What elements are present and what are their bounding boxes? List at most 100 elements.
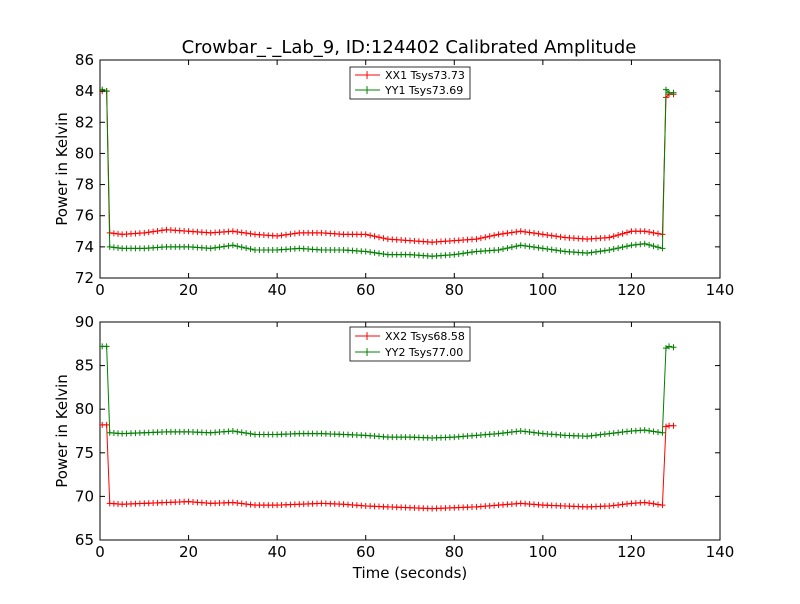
xtick-label: 120 (617, 543, 646, 561)
ytick-label: 80 (75, 400, 94, 418)
xlabel-bottom: Time (seconds) (352, 564, 468, 582)
series-point-bottom-1 (593, 432, 599, 439)
series-point-top-0 (615, 232, 622, 239)
series-point-top-1 (624, 243, 630, 250)
subplot-bottom: 0 20 40 60 80 100 120 140 65 70 75 80 85 90 Power in … (53, 313, 734, 582)
series-point-bottom-1 (624, 428, 630, 435)
series-point-top-1 (229, 242, 236, 249)
ylabel-top: Power in Kelvin (53, 112, 71, 226)
ytick-label: 65 (75, 531, 94, 549)
series-point-top-1 (588, 249, 595, 256)
series-point-top-1 (659, 245, 666, 252)
series-point-top-1 (238, 244, 245, 251)
series-point-top-1 (380, 251, 387, 258)
series-point-top-0 (495, 231, 502, 238)
series-point-top-0 (491, 232, 498, 239)
series-point-top-1 (376, 250, 382, 257)
series-point-top-0 (553, 233, 560, 240)
series-point-bottom-1 (103, 343, 110, 350)
series-point-top-1 (212, 244, 219, 251)
series-point-top-1 (207, 245, 214, 252)
series-point-top-0 (624, 229, 630, 236)
series-point-top-0 (526, 229, 533, 236)
series-point-top-0 (535, 230, 542, 237)
series-point-top-1 (225, 242, 232, 249)
series-point-top-1 (522, 242, 529, 249)
series-point-top-0 (531, 230, 537, 237)
series-point-bottom-1 (234, 428, 241, 435)
series-point-top-1 (247, 246, 254, 253)
xtick-label: 80 (445, 281, 464, 299)
series-point-bottom-0 (229, 499, 236, 506)
legend-marker-xx2: + (362, 329, 372, 343)
series-point-top-1 (662, 86, 669, 93)
series-group-bottom (99, 343, 677, 512)
ticks-bottom: 0 20 40 60 80 100 120 140 65 70 75 80 85 90 (75, 313, 734, 561)
series-point-top-0 (243, 230, 250, 237)
ytick-label: 70 (75, 487, 94, 505)
legend-label-yy1: YY1 Tsys73.69 (384, 84, 463, 97)
series-point-top-0 (376, 234, 382, 241)
series-point-bottom-1 (610, 430, 617, 437)
series-point-bottom-0 (650, 500, 657, 507)
series-point-top-0 (115, 230, 122, 237)
series-point-bottom-0 (619, 501, 626, 508)
series-point-top-0 (513, 228, 520, 235)
series-point-top-0 (473, 236, 480, 243)
series-point-top-1 (619, 244, 626, 251)
xtick-label: 0 (95, 281, 105, 299)
series-point-top-0 (145, 229, 152, 236)
series-point-top-0 (619, 230, 626, 237)
series-point-top-1 (615, 245, 622, 252)
series-point-top-1 (455, 251, 462, 258)
series-point-top-0 (641, 228, 648, 235)
xtick-label: 140 (706, 281, 735, 299)
series-point-bottom-1 (522, 428, 529, 435)
series-point-top-1 (110, 244, 117, 251)
series-point-top-0 (371, 233, 378, 240)
series-point-top-0 (500, 230, 506, 237)
series-point-top-0 (482, 234, 489, 241)
series-point-top-0 (610, 233, 617, 240)
series-point-top-0 (110, 230, 117, 237)
series-point-bottom-0 (624, 500, 630, 507)
series-point-bottom-1 (619, 429, 626, 436)
series-point-bottom-1 (238, 429, 245, 436)
series-point-top-0 (141, 229, 148, 236)
series-point-top-1 (513, 243, 520, 250)
series-point-top-0 (380, 235, 387, 242)
series-point-top-1 (469, 249, 475, 256)
legend-marker-xx1: + (362, 68, 372, 82)
ytick-label: 90 (75, 313, 94, 331)
ticks-top: 0 20 40 60 80 100 120 140 72 74 76 78 80 82 84 86 (75, 51, 734, 299)
series-point-bottom-0 (103, 421, 110, 428)
series-point-bottom-1 (513, 428, 520, 435)
series-point-top-1 (495, 246, 502, 253)
legend-box-bottom (349, 326, 471, 362)
series-point-top-0 (486, 233, 493, 240)
series-point-top-1 (670, 89, 677, 96)
series-point-bottom-1 (504, 429, 511, 436)
series-point-bottom-1 (500, 430, 506, 437)
legend-top: + XX1 Tsys73.73 + YY1 Tsys73.69 (349, 66, 471, 100)
xtick-label: 100 (529, 281, 558, 299)
series-point-bottom-1 (495, 430, 502, 437)
series-point-top-1 (243, 245, 250, 252)
series-point-bottom-1 (655, 429, 661, 436)
xtick-label: 0 (95, 543, 105, 561)
series-point-bottom-0 (243, 501, 250, 508)
series-point-bottom-1 (606, 430, 613, 437)
series-point-top-0 (362, 231, 369, 238)
series-point-top-0 (646, 229, 653, 236)
ytick-label: 80 (75, 144, 94, 162)
series-point-bottom-1 (588, 432, 595, 439)
series-point-bottom-0 (670, 422, 677, 429)
series-point-bottom-1 (229, 428, 236, 434)
series-point-top-1 (508, 244, 515, 251)
series-point-bottom-1 (526, 429, 533, 436)
subplot-top: 0 20 40 60 80 100 120 140 72 74 76 78 80 82 84 86 Power… (53, 51, 734, 299)
series-point-bottom-1 (517, 428, 524, 434)
series-point-top-1 (115, 244, 122, 251)
series-point-top-1 (106, 243, 113, 250)
